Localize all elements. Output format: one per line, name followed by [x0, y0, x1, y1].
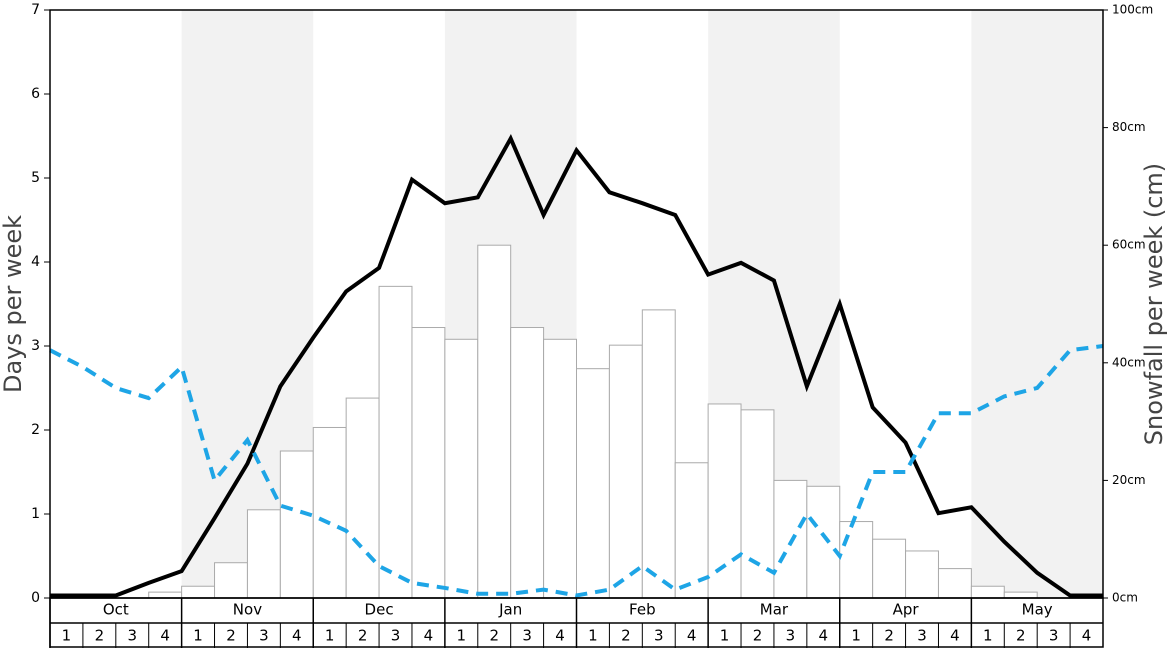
month-label: Feb [629, 601, 656, 619]
y-tick-label: 1 [31, 506, 40, 522]
bar [543, 338, 577, 599]
y-tick-label: 2 [31, 422, 40, 438]
y2-tick-label: 80cm [1112, 120, 1146, 134]
week-label: 2 [884, 627, 894, 645]
bar [806, 485, 841, 599]
y2-tick-label: 60cm [1112, 238, 1146, 252]
bar [378, 285, 413, 599]
bar [444, 338, 479, 599]
bar [905, 550, 939, 599]
y-axis-label: Days per week [0, 215, 27, 393]
week-label: 2 [1016, 627, 1026, 645]
bar [641, 309, 676, 599]
y2-axis-label: Snowfall per week (cm) [1140, 163, 1168, 445]
y-tick-label: 7 [31, 2, 40, 18]
bar [279, 450, 314, 599]
week-label: 2 [489, 627, 499, 645]
y2-tick-label: 40cm [1112, 355, 1146, 369]
bar [839, 521, 874, 599]
week-label: 2 [753, 627, 763, 645]
week-label: 3 [391, 627, 401, 645]
week-label: 3 [917, 627, 927, 645]
bar [970, 585, 1005, 599]
week-label: 3 [786, 627, 796, 645]
week-label: 4 [687, 627, 697, 645]
month-label: Nov [233, 601, 262, 619]
month-label: Apr [893, 601, 920, 619]
bar [312, 426, 347, 599]
bar [214, 562, 248, 599]
week-label: 1 [588, 627, 598, 645]
bar [707, 403, 742, 599]
y-tick-label: 0 [31, 590, 40, 606]
bar [411, 327, 446, 599]
week-label: 4 [950, 627, 960, 645]
week-label: 1 [851, 627, 861, 645]
week-label: 2 [621, 627, 631, 645]
bar [510, 327, 545, 599]
month-shade [971, 10, 1103, 598]
week-label: 4 [424, 627, 434, 645]
week-label: 2 [95, 627, 105, 645]
week-label: 3 [1049, 627, 1059, 645]
week-label: 4 [555, 627, 565, 645]
y2-tick-label: 100cm [1112, 3, 1153, 17]
week-label: 2 [226, 627, 236, 645]
bar [576, 368, 610, 599]
week-label: 3 [654, 627, 664, 645]
week-label: 1 [193, 627, 203, 645]
y-tick-label: 6 [31, 86, 40, 102]
bar [345, 397, 380, 599]
week-label: 4 [292, 627, 302, 645]
bar [872, 538, 907, 599]
bar [1003, 591, 1038, 599]
month-label: Oct [103, 601, 129, 619]
week-label: 3 [259, 627, 269, 645]
month-label: Dec [365, 601, 394, 619]
bar [937, 568, 972, 599]
week-label: 1 [983, 627, 993, 645]
bar [773, 479, 808, 599]
week-label: 3 [522, 627, 532, 645]
bar [608, 344, 643, 599]
line-series [50, 134, 1103, 598]
y2-tick-label: 20cm [1112, 473, 1146, 487]
month-label: Jan [498, 601, 522, 619]
week-label: 4 [1082, 627, 1092, 645]
week-label: 4 [819, 627, 829, 645]
week-label: 1 [325, 627, 335, 645]
week-label: 2 [358, 627, 368, 645]
week-label: 3 [127, 627, 137, 645]
line-series [49, 344, 1104, 598]
bar [181, 585, 216, 599]
bar [477, 244, 512, 599]
y-tick-label: 5 [31, 170, 40, 186]
week-label: 4 [160, 627, 170, 645]
week-label: 1 [720, 627, 730, 645]
y2-tick-label: 0cm [1112, 591, 1138, 605]
month-label: Mar [760, 601, 789, 619]
bar [246, 509, 281, 599]
week-label: 1 [457, 627, 467, 645]
week-label: 1 [62, 627, 72, 645]
y-tick-label: 3 [31, 338, 40, 354]
month-label: May [1022, 601, 1053, 619]
y-tick-label: 4 [31, 254, 40, 270]
bar [148, 591, 183, 599]
